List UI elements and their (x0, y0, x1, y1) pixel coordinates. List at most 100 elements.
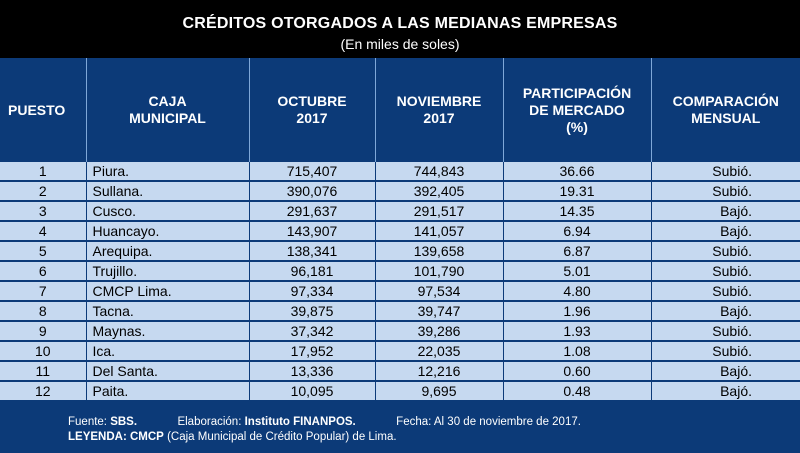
cell-noviembre: 39,747 (375, 301, 504, 322)
cell-caja: Del Santa. (86, 361, 250, 382)
header-puesto: PUESTO (0, 58, 87, 162)
cell-participacion: 6.94 (503, 221, 652, 242)
cell-caja: Paita. (86, 381, 250, 402)
page-title: CRÉDITOS OTORGADOS A LAS MEDIANAS EMPRES… (182, 15, 618, 32)
cell-noviembre: 39,286 (375, 321, 504, 342)
cell-participacion: 1.93 (503, 321, 652, 342)
cell-caja: Piura. (86, 162, 250, 182)
cell-comparacion: Subió. (651, 181, 800, 202)
cell-puesto: 10 (0, 341, 87, 362)
header-caja: CAJA MUNICIPAL (86, 58, 250, 162)
table-row: 2 Sullana. 390,076 392,405 19.31 Subió. (0, 181, 800, 202)
table-row: 3 Cusco. 291,637 291,517 14.35 Bajó. (0, 201, 800, 222)
header-participacion: PARTICIPACIÓN DE MERCADO (%) (503, 58, 652, 162)
table-body: 1 Piura. 715,407 744,843 36.66 Subió. 2 Sullana… (0, 162, 800, 402)
cell-participacion: 5.01 (503, 261, 652, 282)
cell-puesto: 11 (0, 361, 87, 382)
cell-octubre: 37,342 (249, 321, 376, 342)
cell-participacion: 6.87 (503, 241, 652, 262)
credits-table: PUESTO CAJA MUNICIPAL OCTUBRE 2017 NOVIEMB… (0, 58, 800, 402)
fuente-label: Fuente: (68, 416, 107, 428)
cell-puesto: 6 (0, 261, 87, 282)
table-row: 10 Ica. 17,952 22,035 1.08 Subió. (0, 341, 800, 362)
cell-participacion: 14.35 (503, 201, 652, 222)
cell-comparacion: Subió. (651, 162, 800, 182)
cell-noviembre: 744,843 (375, 162, 504, 182)
cell-puesto: 3 (0, 201, 87, 222)
title-area: CRÉDITOS OTORGADOS A LAS MEDIANAS EMPRES… (0, 0, 800, 58)
cell-puesto: 4 (0, 221, 87, 242)
cell-noviembre: 141,057 (375, 221, 504, 242)
cell-comparacion: Subió. (651, 321, 800, 342)
cell-octubre: 97,334 (249, 281, 376, 302)
cell-noviembre: 291,517 (375, 201, 504, 222)
cell-participacion: 36.66 (503, 162, 652, 182)
cell-comparacion: Subió. (651, 341, 800, 362)
cell-participacion: 1.96 (503, 301, 652, 322)
cell-noviembre: 12,216 (375, 361, 504, 382)
cell-noviembre: 97,534 (375, 281, 504, 302)
table-row: 6 Trujillo. 96,181 101,790 5.01 Subió. (0, 261, 800, 282)
cell-caja: Huancayo. (86, 221, 250, 242)
footer: Fuente: SBS. Elaboración: Instituto FINA… (68, 415, 581, 445)
table-row: 1 Piura. 715,407 744,843 36.66 Subió. (0, 162, 800, 182)
cell-octubre: 17,952 (249, 341, 376, 362)
cell-puesto: 9 (0, 321, 87, 342)
cell-caja: Tacna. (86, 301, 250, 322)
fecha-text: Fecha: Al 30 de noviembre de 2017. (396, 416, 581, 428)
footer-line-1: Fuente: SBS. Elaboración: Instituto FINA… (68, 415, 581, 430)
cell-participacion: 0.60 (503, 361, 652, 382)
table-row: 11 Del Santa. 13,336 12,216 0.60 Bajó. (0, 361, 800, 382)
header-noviembre: NOVIEMBRE 2017 (375, 58, 504, 162)
leyenda-abbr: CMCP (129, 431, 164, 443)
cell-caja: CMCP Lima. (86, 281, 250, 302)
header-row: PUESTO CAJA MUNICIPAL OCTUBRE 2017 NOVIEMB… (0, 58, 800, 162)
table-row: 8 Tacna. 39,875 39,747 1.96 Bajó. (0, 301, 800, 322)
cell-caja: Maynas. (86, 321, 250, 342)
cell-comparacion: Bajó. (651, 201, 800, 222)
table-row: 5 Arequipa. 138,341 139,658 6.87 Subió. (0, 241, 800, 262)
cell-puesto: 5 (0, 241, 87, 262)
leyenda-label: LEYENDA: (68, 431, 127, 443)
cell-puesto: 1 (0, 162, 87, 182)
cell-participacion: 0.48 (503, 381, 652, 402)
table-row: 9 Maynas. 37,342 39,286 1.93 Subió. (0, 321, 800, 342)
cell-octubre: 390,076 (249, 181, 376, 202)
elaboracion-value: Instituto FINANPOS. (244, 416, 356, 428)
cell-noviembre: 392,405 (375, 181, 504, 202)
cell-octubre: 96,181 (249, 261, 376, 282)
cell-octubre: 13,336 (249, 361, 376, 382)
cell-caja: Sullana. (86, 181, 250, 202)
cell-noviembre: 139,658 (375, 241, 504, 262)
cell-octubre: 143,907 (249, 221, 376, 242)
cell-comparacion: Subió. (651, 241, 800, 262)
elaboracion-label: Elaboración: (177, 416, 242, 428)
cell-caja: Cusco. (86, 201, 250, 222)
footer-line-2: LEYENDA: CMCP (Caja Municipal de Crédito… (68, 430, 581, 445)
table-row: 7 CMCP Lima. 97,334 97,534 4.80 Subió. (0, 281, 800, 302)
cell-comparacion: Subió. (651, 261, 800, 282)
cell-participacion: 1.08 (503, 341, 652, 362)
cell-octubre: 715,407 (249, 162, 376, 182)
cell-noviembre: 22,035 (375, 341, 504, 362)
cell-comparacion: Bajó. (651, 381, 800, 402)
cell-puesto: 12 (0, 381, 87, 402)
cell-puesto: 2 (0, 181, 87, 202)
cell-caja: Arequipa. (86, 241, 250, 262)
cell-noviembre: 9,695 (375, 381, 504, 402)
leyenda-text: (Caja Municipal de Crédito Popular) de L… (167, 431, 397, 443)
cell-noviembre: 101,790 (375, 261, 504, 282)
table-row: 4 Huancayo. 143,907 141,057 6.94 Bajó. (0, 221, 800, 242)
cell-comparacion: Bajó. (651, 221, 800, 242)
cell-comparacion: Bajó. (651, 361, 800, 382)
header-octubre: OCTUBRE 2017 (249, 58, 376, 162)
page-subtitle: (En miles de soles) (340, 36, 460, 52)
cell-comparacion: Bajó. (651, 301, 800, 322)
cell-participacion: 4.80 (503, 281, 652, 302)
table-row: 12 Paita. 10,095 9,695 0.48 Bajó. (0, 381, 800, 402)
cell-comparacion: Subió. (651, 281, 800, 302)
cell-octubre: 10,095 (249, 381, 376, 402)
cell-caja: Trujillo. (86, 261, 250, 282)
cell-octubre: 291,637 (249, 201, 376, 222)
